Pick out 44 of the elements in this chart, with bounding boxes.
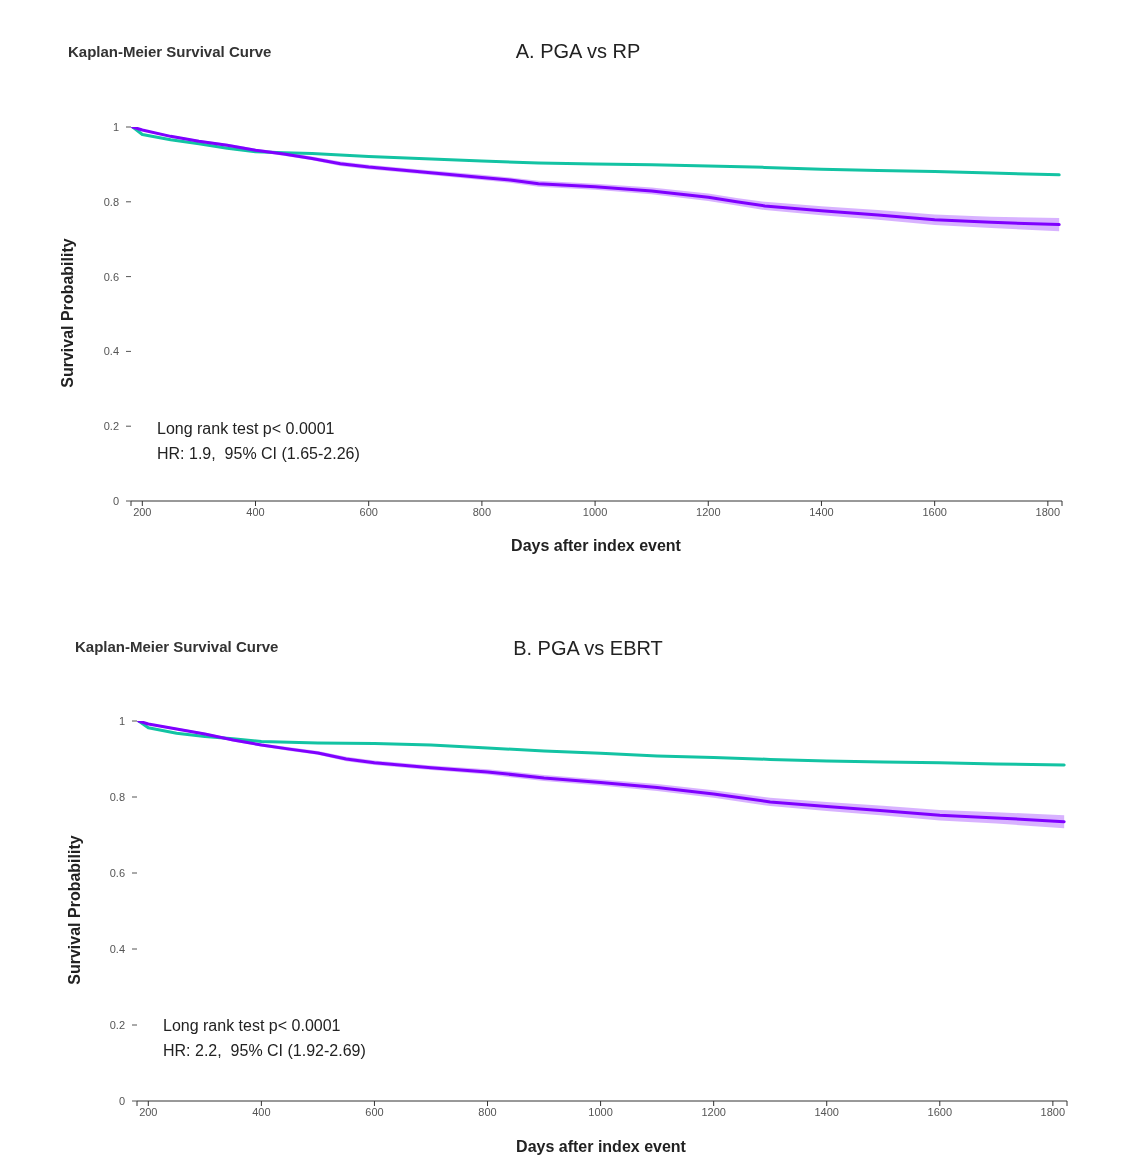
line-series [131,127,1061,177]
annotation: HR: 1.9, 95% CI (1.65-2.26) [157,444,360,464]
y-tick-label: 0.4 [109,942,125,955]
x-tick-label: 600 [359,505,378,518]
chart-subtitle: A. PGA vs RP [515,39,641,63]
y-tick-label: 0 [118,1094,125,1107]
line-series [137,721,1066,767]
y-tick-label: 1 [118,714,125,727]
x-tick-label: 1800 [1040,1105,1066,1118]
x-axis-title: Days after index event [511,536,681,556]
x-tick-label: 1600 [927,1105,953,1118]
y-tick-label: 0.4 [103,345,119,358]
x-tick-label: 800 [472,505,492,518]
y-tick-label: 0.8 [109,790,125,803]
x-tick-label: 200 [133,505,152,518]
y-axis-title: Survival Probability [58,238,78,388]
x-tick-label: 1800 [1035,505,1061,518]
x-tick-label: 1000 [588,1105,613,1118]
x-tick-label: 1200 [696,505,721,518]
annotation: HR: 2.2, 95% CI (1.92-2.69) [163,1041,366,1061]
chart-title: Kaplan-Meier Survival Curve [68,43,272,61]
chart-title: Kaplan-Meier Survival Curve [75,638,279,656]
x-tick-label: 1600 [922,505,947,518]
x-tick-label: 1000 [582,505,608,518]
x-tick-label: 1400 [814,1105,839,1118]
x-axis-title: Days after index event [516,1137,686,1157]
y-tick-label: 1 [112,120,119,133]
x-tick-label: 1400 [809,505,834,518]
x-tick-label: 600 [365,1105,384,1118]
chart-subtitle: B. PGA vs EBRT [513,636,663,660]
y-axis-title: Survival Probability [65,835,85,985]
annotation: Long rank test p< 0.0001 [157,419,335,439]
y-tick-label: 0 [112,494,119,507]
annotation: Long rank test p< 0.0001 [163,1016,341,1036]
y-tick-label: 0.2 [109,1018,125,1031]
x-tick-label: 400 [252,1105,271,1118]
x-tick-label: 400 [246,505,265,518]
x-tick-label: 200 [139,1105,158,1118]
y-tick-label: 0.6 [109,866,125,879]
y-tick-label: 0.8 [103,195,119,208]
y-tick-label: 0.2 [103,420,119,433]
y-tick-label: 0.6 [103,270,119,283]
x-tick-label: 800 [478,1105,497,1118]
x-tick-label: 1200 [701,1105,726,1118]
